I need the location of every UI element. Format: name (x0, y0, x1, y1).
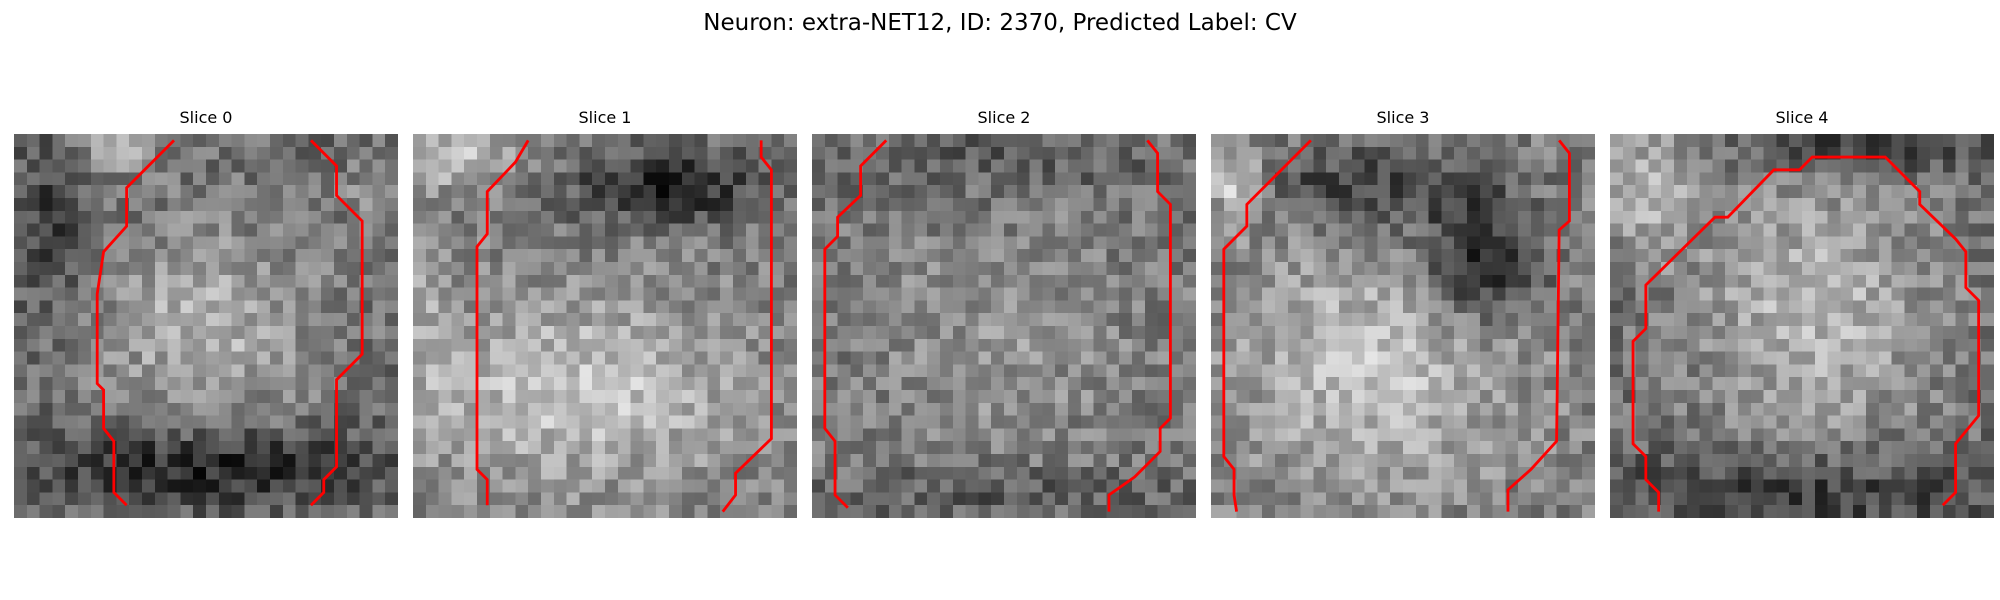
contour-left-1 (475, 139, 530, 506)
contour-left-0 (95, 139, 175, 507)
slice-title-1: Slice 1 (578, 108, 632, 127)
contour-4 (1631, 155, 1981, 512)
contour-left-2 (823, 139, 888, 509)
contour-right-1 (721, 140, 773, 513)
slice-panel-3: Slice 3 (1211, 108, 1595, 518)
slice-title-2: Slice 2 (977, 108, 1031, 127)
slice-title-4: Slice 4 (1775, 108, 1829, 127)
figure-title: Neuron: extra-NET12, ID: 2370, Predicted… (703, 10, 1297, 36)
slice-image-2 (812, 134, 1196, 518)
slice-title-0: Slice 0 (179, 108, 233, 127)
contour-left-3 (1222, 139, 1312, 512)
slice-title-3: Slice 3 (1376, 108, 1430, 127)
contour-right-3 (1506, 139, 1571, 512)
contour-right-0 (309, 139, 364, 507)
slice-panel-1: Slice 1 (413, 108, 797, 518)
slice-image-1 (413, 134, 797, 518)
slice-panel-4: Slice 4 (1610, 108, 1994, 518)
slice-image-4 (1610, 134, 1994, 518)
contour-right-2 (1107, 139, 1172, 512)
slice-panel-2: Slice 2 (812, 108, 1196, 518)
slice-image-0 (14, 134, 398, 518)
slice-panel-0: Slice 0 (14, 108, 398, 518)
slice-image-3 (1211, 134, 1595, 518)
